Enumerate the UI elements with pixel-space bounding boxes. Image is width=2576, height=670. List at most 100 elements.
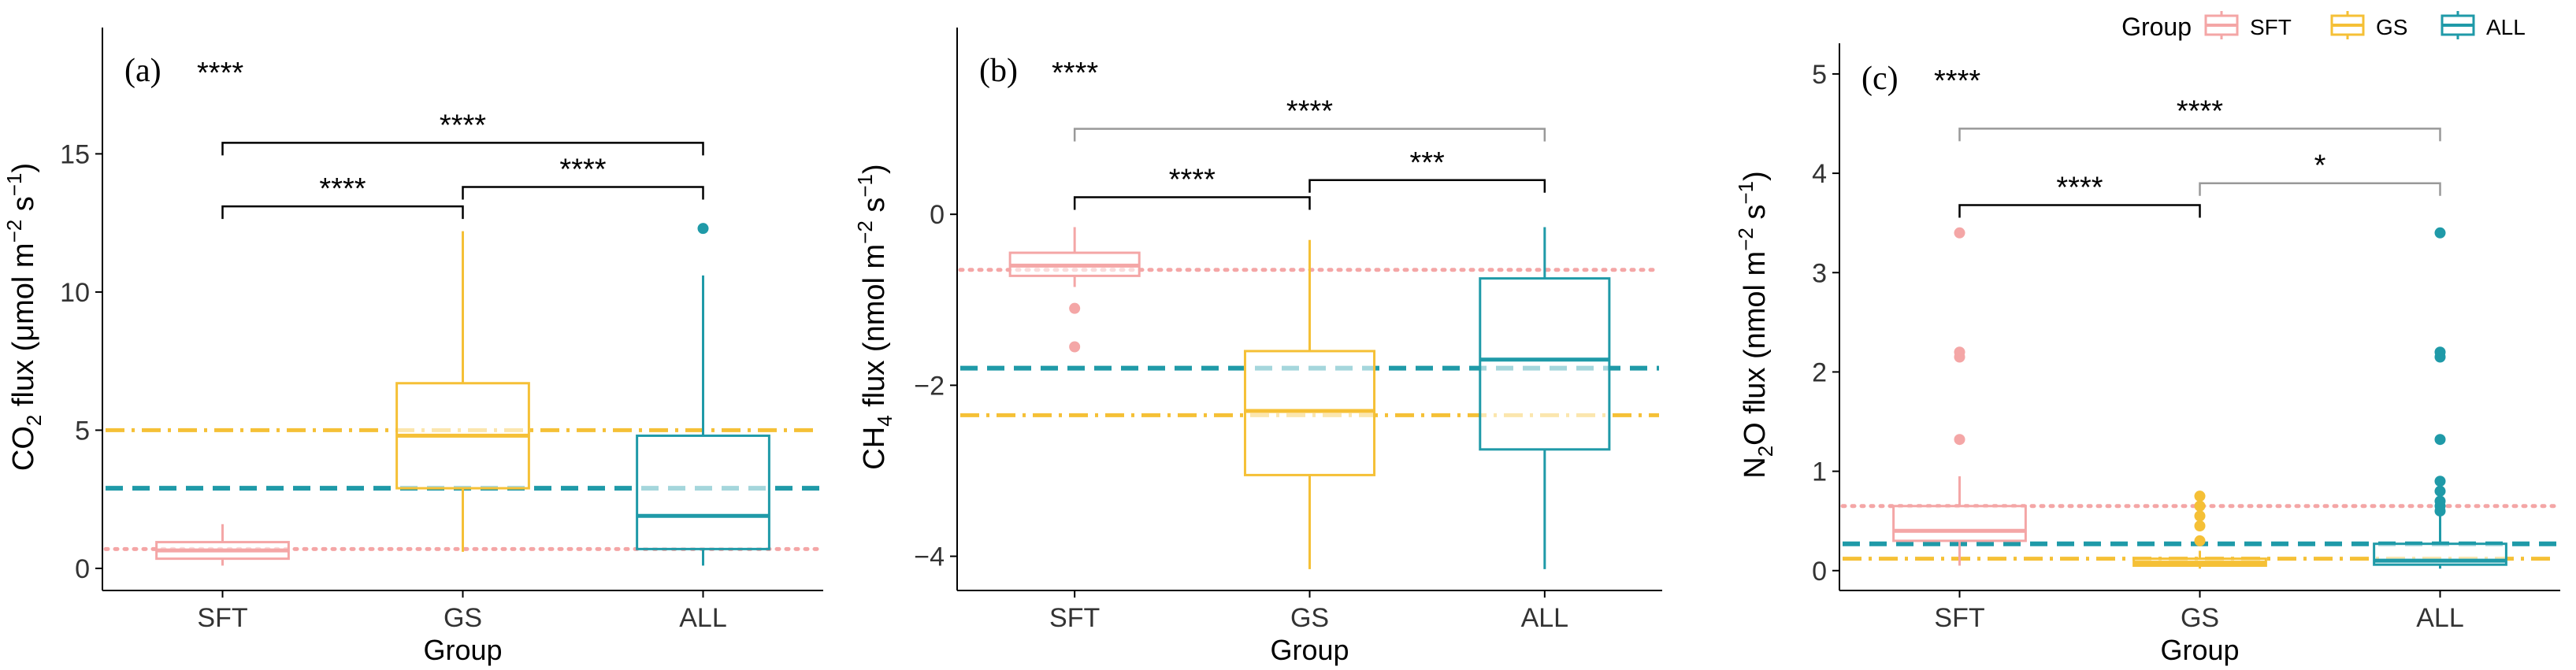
comparison-bracket: [1308, 179, 1546, 193]
y-tick-label: 10: [60, 278, 90, 308]
y-axis-title-part: −2: [853, 220, 877, 244]
y-tick-label: 15: [60, 139, 90, 169]
y-axis-title-part: 2: [1754, 446, 1777, 457]
legend-title: Group: [2121, 13, 2192, 41]
outlier-point: [2434, 434, 2446, 446]
y-tick-label: 1: [1812, 457, 1827, 487]
y-tick-label: 2: [1812, 357, 1827, 387]
overall-significance: ****: [197, 57, 243, 90]
y-axis-title: CH4 flux (nmol m−2 s−1): [853, 164, 896, 469]
outlier-point: [2434, 485, 2446, 497]
legend-label: SFT: [2250, 15, 2292, 39]
comparison-bracket: [1073, 128, 1546, 142]
outlier-point: [2194, 500, 2206, 512]
legend-label: ALL: [2486, 15, 2526, 39]
comparison-sft-all: ****: [221, 109, 704, 156]
x-axis-title: Group: [1270, 634, 1349, 666]
y-axis-title-part: ): [858, 164, 891, 174]
y-axis-title-part: N: [1739, 457, 1772, 478]
comparison-label: ****: [1286, 95, 1333, 128]
y-tick-label: 3: [1812, 258, 1827, 288]
comparison-label: *: [2314, 150, 2326, 183]
comparison-sft-all: ****: [1958, 94, 2441, 142]
overall-significance: ****: [1934, 65, 1980, 98]
y-axis-title-part: 2: [22, 415, 46, 426]
outlier-point: [2194, 490, 2206, 502]
comparison-bracket: [221, 142, 704, 156]
x-tick-label-sft: SFT: [1934, 603, 1984, 633]
outlier-point: [1069, 341, 1081, 353]
y-tick-label: 0: [930, 200, 945, 230]
y-tick-label: 5: [1812, 60, 1827, 90]
box-sft: [155, 524, 290, 566]
y-tick-label: 5: [75, 416, 90, 446]
y-axis-title-part: −1: [853, 174, 877, 198]
overall-significance: ****: [1052, 57, 1098, 90]
box-iqr: [1479, 277, 1611, 451]
comparison-sft-gs: ****: [1958, 171, 2201, 218]
legend-item-all: ALL: [2441, 11, 2526, 39]
x-tick-label-gs: GS: [2181, 603, 2219, 633]
box-iqr: [636, 434, 770, 550]
y-axis-title-part: −2: [2, 220, 26, 243]
comparison-gs-all: *: [2199, 150, 2441, 196]
comparison-bracket: [1958, 128, 2441, 142]
box-iqr: [1892, 505, 2027, 542]
comparison-bracket: [462, 186, 704, 200]
comparison-gs-all: ****: [462, 154, 704, 200]
box-all: [1479, 227, 1611, 569]
y-axis-title-part: −1: [2, 173, 26, 197]
y-axis-title-part: s: [7, 196, 40, 220]
outlier-point: [2194, 520, 2206, 531]
comparison-bracket: [1958, 204, 2201, 218]
comparison-bracket: [2199, 182, 2441, 196]
legend: Group SFT GS ALL: [2121, 11, 2526, 41]
x-axis-title: Group: [2160, 634, 2239, 666]
outlier-point: [697, 223, 709, 235]
y-axis-title-part: flux (μmol m: [7, 242, 40, 414]
outlier-point: [2434, 495, 2446, 507]
y-axis-title-part: ): [7, 163, 40, 173]
panel-label: (c): [1861, 61, 1899, 97]
y-axis-title-part: CO: [7, 426, 40, 471]
y-axis-title-part: O flux (nmol m: [1739, 251, 1772, 446]
legend-item-gs: GS: [2330, 11, 2407, 39]
y-axis-title-part: −2: [1734, 228, 1758, 251]
comparison-label: ****: [1169, 163, 1216, 196]
y-axis-title-part: CH: [858, 427, 891, 470]
y-axis-title: N2O flux (nmol m−2 s−1): [1734, 171, 1777, 479]
comparison-sft-gs: ****: [221, 172, 464, 220]
outlier-point: [1954, 227, 1965, 239]
box-gs: [395, 231, 530, 552]
y-axis-title-part: flux (nmol m: [858, 244, 891, 415]
x-tick-label-gs: GS: [1290, 603, 1329, 633]
x-tick-label-all: ALL: [2416, 603, 2464, 633]
y-tick-label: −2: [914, 371, 945, 401]
x-tick-label-sft: SFT: [197, 603, 247, 633]
y-axis-title-part: s: [858, 198, 891, 221]
comparison-sft-gs: ****: [1073, 163, 1311, 210]
panel-1: 0 5 10 15 SFT GS ALL Group CO2 flux (μmol m−2 s−…: [2, 28, 823, 666]
y-axis-title-part: 4: [873, 415, 896, 426]
comparison-bracket: [1073, 196, 1311, 210]
outlier-point: [1069, 302, 1081, 314]
comparison-bracket: [221, 205, 464, 220]
comparison-label: ****: [2177, 94, 2223, 128]
y-axis-title: CO2 flux (μmol m−2 s−1): [2, 163, 46, 471]
box-sft: [1892, 227, 2027, 566]
outlier-point: [1954, 434, 1965, 446]
box-all: [636, 223, 770, 566]
x-axis-title: Group: [423, 634, 502, 666]
outlier-point: [1954, 346, 1965, 358]
y-tick-label: 4: [1812, 159, 1827, 189]
box-sft: [1008, 227, 1141, 353]
comparison-label: ****: [440, 109, 486, 142]
x-tick-label-all: ALL: [1521, 603, 1569, 633]
outlier-point: [2194, 510, 2206, 522]
x-tick-label-gs: GS: [444, 603, 482, 633]
legend-item-sft: SFT: [2204, 11, 2292, 39]
outlier-point: [2194, 535, 2206, 546]
box-gs: [1243, 239, 1376, 569]
